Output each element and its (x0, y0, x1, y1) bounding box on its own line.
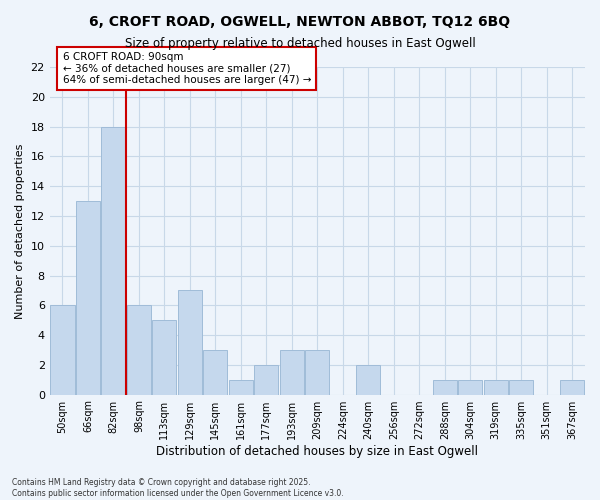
Bar (484, 380, 508, 394)
Bar (280, 350, 304, 395)
Bar (458, 380, 482, 394)
Bar (433, 380, 457, 394)
Bar (305, 350, 329, 395)
Y-axis label: Number of detached properties: Number of detached properties (15, 143, 25, 318)
Bar (178, 290, 202, 395)
Bar (127, 306, 151, 394)
Bar (76, 201, 100, 394)
Bar (356, 365, 380, 394)
Text: Size of property relative to detached houses in East Ogwell: Size of property relative to detached ho… (125, 38, 475, 51)
Bar (203, 350, 227, 395)
Bar (50, 306, 74, 394)
Bar (152, 320, 176, 394)
Bar (229, 380, 253, 394)
Bar (560, 380, 584, 394)
Text: 6 CROFT ROAD: 90sqm
← 36% of detached houses are smaller (27)
64% of semi-detach: 6 CROFT ROAD: 90sqm ← 36% of detached ho… (62, 52, 311, 85)
Bar (254, 365, 278, 394)
X-axis label: Distribution of detached houses by size in East Ogwell: Distribution of detached houses by size … (157, 444, 478, 458)
Text: Contains HM Land Registry data © Crown copyright and database right 2025.
Contai: Contains HM Land Registry data © Crown c… (12, 478, 344, 498)
Bar (509, 380, 533, 394)
Bar (101, 126, 125, 394)
Text: 6, CROFT ROAD, OGWELL, NEWTON ABBOT, TQ12 6BQ: 6, CROFT ROAD, OGWELL, NEWTON ABBOT, TQ1… (89, 15, 511, 29)
